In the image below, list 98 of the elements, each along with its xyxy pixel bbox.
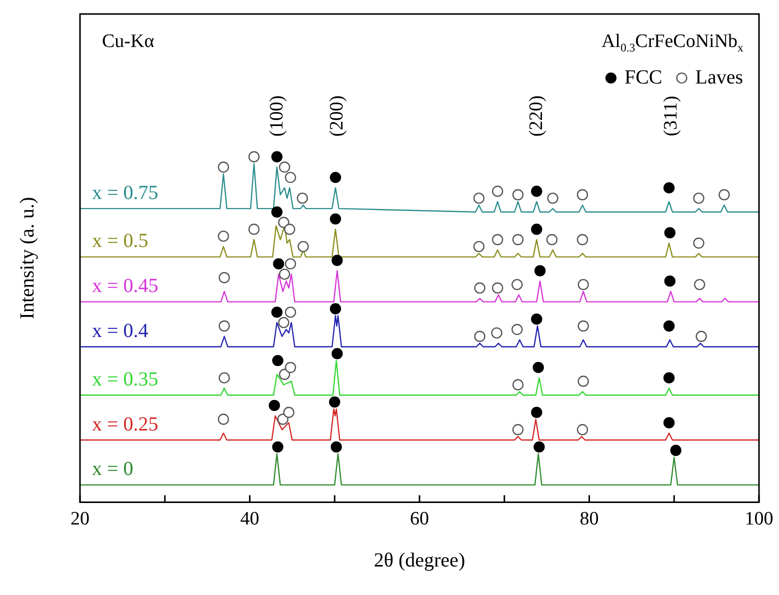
- point: [271, 151, 283, 162]
- point: [512, 234, 524, 246]
- point: [284, 172, 296, 184]
- point: [578, 320, 589, 332]
- point: [576, 189, 588, 200]
- point: [284, 258, 296, 270]
- point: [284, 306, 296, 318]
- point: [546, 234, 558, 246]
- point: [272, 354, 284, 366]
- point: [330, 303, 342, 314]
- point: [330, 441, 342, 453]
- point: [218, 161, 230, 173]
- point: [284, 224, 296, 235]
- text: Cu-Kα: [102, 30, 154, 52]
- point: [330, 213, 342, 225]
- point: [278, 161, 290, 173]
- point: [512, 189, 524, 200]
- point: [663, 372, 675, 384]
- point: [272, 441, 284, 453]
- point: [273, 258, 284, 270]
- point: [278, 216, 290, 228]
- point: [693, 192, 704, 204]
- x-axis-title: 2θ (degree): [374, 549, 466, 572]
- point: [578, 278, 589, 290]
- point: [492, 186, 504, 197]
- y-axis-title: Intensity (a. u.): [16, 197, 38, 320]
- point: [218, 320, 230, 332]
- point: [694, 278, 706, 290]
- point: [283, 406, 294, 418]
- point: [278, 316, 290, 328]
- point: [663, 417, 675, 428]
- legend-label: Laves: [695, 66, 744, 88]
- series-label: x = 0.4: [92, 320, 148, 342]
- point: [474, 282, 486, 294]
- point: [298, 240, 309, 252]
- x-tick-label: 60: [410, 508, 429, 530]
- point: [296, 192, 308, 204]
- point: [332, 254, 343, 266]
- series-label: x = 0.75: [92, 182, 158, 204]
- point: [271, 206, 283, 218]
- point: [512, 379, 524, 390]
- text: (200): [326, 95, 348, 137]
- legend-label: FCC: [624, 66, 662, 88]
- point: [332, 348, 343, 360]
- point: [492, 282, 504, 294]
- point: [532, 362, 544, 374]
- point: [277, 414, 288, 425]
- point: [663, 320, 675, 332]
- point: [271, 306, 283, 318]
- point: [663, 182, 675, 194]
- text: (220): [526, 95, 547, 137]
- series-label: x = 0.35: [92, 368, 158, 390]
- point: [491, 327, 502, 339]
- point: [330, 172, 342, 184]
- series-label: x = 0: [92, 458, 134, 480]
- series-label: x = 0.5: [92, 230, 148, 252]
- point: [474, 330, 486, 342]
- x-tick-label: 80: [580, 508, 599, 530]
- point: [664, 227, 676, 238]
- point: [218, 372, 230, 384]
- point: [218, 272, 230, 284]
- point: [278, 268, 290, 280]
- point: [329, 396, 340, 408]
- point: [248, 151, 260, 162]
- point: [531, 314, 542, 325]
- point: [473, 240, 485, 252]
- point: [670, 444, 682, 456]
- point: [278, 368, 290, 380]
- point: [664, 276, 676, 287]
- point: [576, 424, 588, 436]
- point: [534, 265, 546, 276]
- point: [693, 238, 704, 249]
- point: [512, 324, 523, 336]
- x-tick-label: 100: [744, 508, 774, 530]
- point: [512, 424, 524, 436]
- point: [531, 186, 542, 197]
- x-tick-label: 40: [240, 508, 260, 530]
- point: [718, 189, 730, 200]
- point: [547, 192, 558, 204]
- point: [473, 192, 485, 204]
- point: [268, 400, 280, 412]
- point: [534, 441, 545, 453]
- point: [492, 234, 504, 246]
- series-label: x = 0.25: [92, 413, 158, 436]
- point: [512, 278, 523, 290]
- point: [578, 376, 589, 387]
- text: (100): [266, 95, 288, 137]
- point: [531, 406, 542, 418]
- series-label: x = 0.45: [92, 275, 158, 298]
- text: (311): [660, 96, 682, 136]
- point: [248, 224, 260, 235]
- point: [284, 362, 296, 374]
- x-tick-label: 20: [70, 508, 90, 530]
- point: [531, 224, 542, 235]
- point: [218, 230, 230, 242]
- point: [218, 414, 230, 425]
- point: [576, 234, 588, 246]
- point: [696, 330, 707, 342]
